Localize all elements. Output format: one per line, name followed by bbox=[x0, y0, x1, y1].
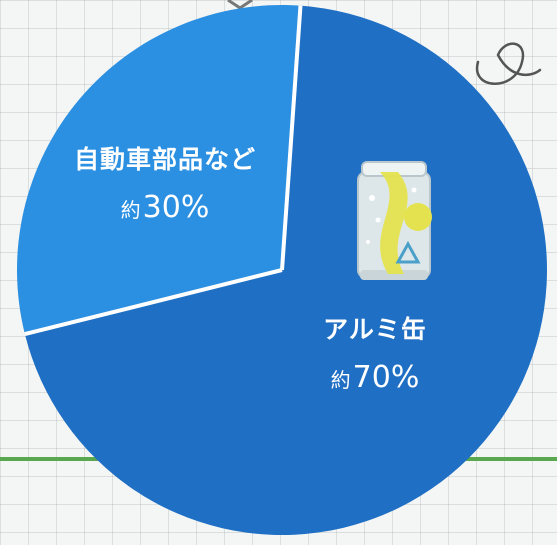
slice-name-aluminum-cans: アルミ缶 bbox=[323, 315, 427, 344]
slice-label-aluminum-cans: アルミ缶 約70% bbox=[290, 310, 460, 395]
pie-slice-1 bbox=[17, 4, 301, 335]
aluminum-can-icon bbox=[357, 161, 432, 280]
slice-value-aluminum-cans: 約70% bbox=[290, 360, 460, 395]
slice-percent-auto-parts: 30% bbox=[142, 190, 210, 225]
slice-value-auto-parts: 約30% bbox=[55, 190, 275, 225]
handwritten-curl-mark bbox=[475, 42, 542, 85]
slice-name-auto-parts: 自動車部品など bbox=[73, 145, 256, 174]
approx-prefix: 約 bbox=[120, 198, 141, 222]
slice-separator-1 bbox=[24, 268, 283, 337]
slice-label-auto-parts: 自動車部品など 約30% bbox=[55, 140, 275, 225]
top-edge-mark bbox=[227, 0, 253, 10]
slice-separator-0 bbox=[280, 5, 303, 271]
pie-slice-0 bbox=[24, 5, 548, 536]
pie-slices bbox=[17, 4, 548, 536]
approx-prefix: 約 bbox=[330, 368, 351, 392]
slice-percent-aluminum-cans: 70% bbox=[352, 360, 420, 395]
